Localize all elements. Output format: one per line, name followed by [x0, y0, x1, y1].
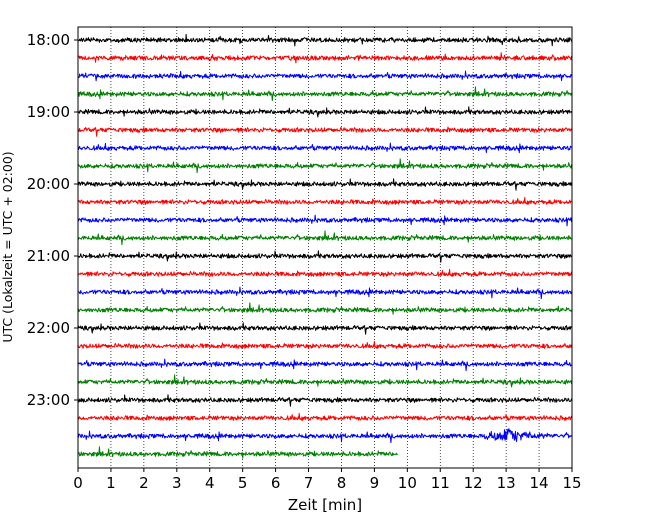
trace-1915 — [77, 126, 573, 137]
trace-2230 — [77, 358, 573, 372]
x-tick-label: 9 — [370, 474, 380, 492]
x-tick-label: 2 — [139, 474, 149, 492]
plot-frame — [77, 26, 573, 469]
y-tick-label: 22:00 — [27, 319, 70, 337]
trace-2115 — [77, 268, 573, 277]
x-tick-label: 12 — [464, 474, 483, 492]
x-tick-label: 6 — [271, 474, 281, 492]
trace-2300 — [77, 394, 573, 407]
trace-2315 — [77, 412, 573, 421]
trace-1945 — [77, 158, 573, 174]
x-tick-label: 0 — [73, 474, 83, 492]
trace-1815 — [77, 52, 573, 64]
trace-2130 — [77, 286, 573, 300]
trace-2200 — [77, 322, 573, 335]
trace-1930 — [77, 142, 573, 154]
x-tick-label: 4 — [205, 474, 215, 492]
y-tick-label: 19:00 — [27, 103, 70, 121]
x-tick-label: 10 — [398, 474, 417, 492]
x-tick-label: 15 — [562, 474, 581, 492]
trace-2345 — [77, 446, 398, 459]
y-axis-label: UTC (Lokalzeit = UTC + 02:00) — [0, 151, 15, 342]
x-tick-label: 5 — [238, 474, 248, 492]
y-axis: 18:00 19:00 20:00 21:00 22:00 23:00 — [27, 31, 78, 409]
traces — [77, 33, 573, 459]
trace-2045 — [77, 230, 573, 246]
trace-2000 — [77, 178, 573, 191]
trace-2030 — [77, 214, 573, 227]
x-tick-label: 14 — [530, 474, 549, 492]
trace-1845 — [77, 86, 573, 102]
y-tick-label: 21:00 — [27, 247, 70, 265]
trace-2145 — [77, 302, 573, 315]
x-tick-label: 13 — [497, 474, 516, 492]
trace-2245 — [77, 374, 573, 388]
x-tick-label: 11 — [431, 474, 450, 492]
y-tick-label: 18:00 — [27, 31, 70, 49]
trace-2215 — [77, 340, 573, 349]
y-tick-label: 20:00 — [27, 175, 70, 193]
trace-2100 — [77, 250, 573, 263]
y-tick-label: 23:00 — [27, 391, 70, 409]
trace-2330 — [77, 428, 573, 444]
x-axis: 0 1 2 3 4 5 6 7 8 9 10 11 12 13 14 15 — [73, 468, 582, 492]
x-axis-label: Zeit [min] — [288, 496, 362, 514]
trace-2015 — [77, 196, 573, 205]
x-tick-label: 1 — [106, 474, 116, 492]
trace-1900 — [77, 106, 573, 118]
x-tick-label: 8 — [337, 474, 347, 492]
x-tick-label: 3 — [172, 474, 182, 492]
trace-1830 — [77, 70, 573, 82]
trace-1800 — [77, 33, 573, 47]
x-tick-label: 7 — [304, 474, 314, 492]
